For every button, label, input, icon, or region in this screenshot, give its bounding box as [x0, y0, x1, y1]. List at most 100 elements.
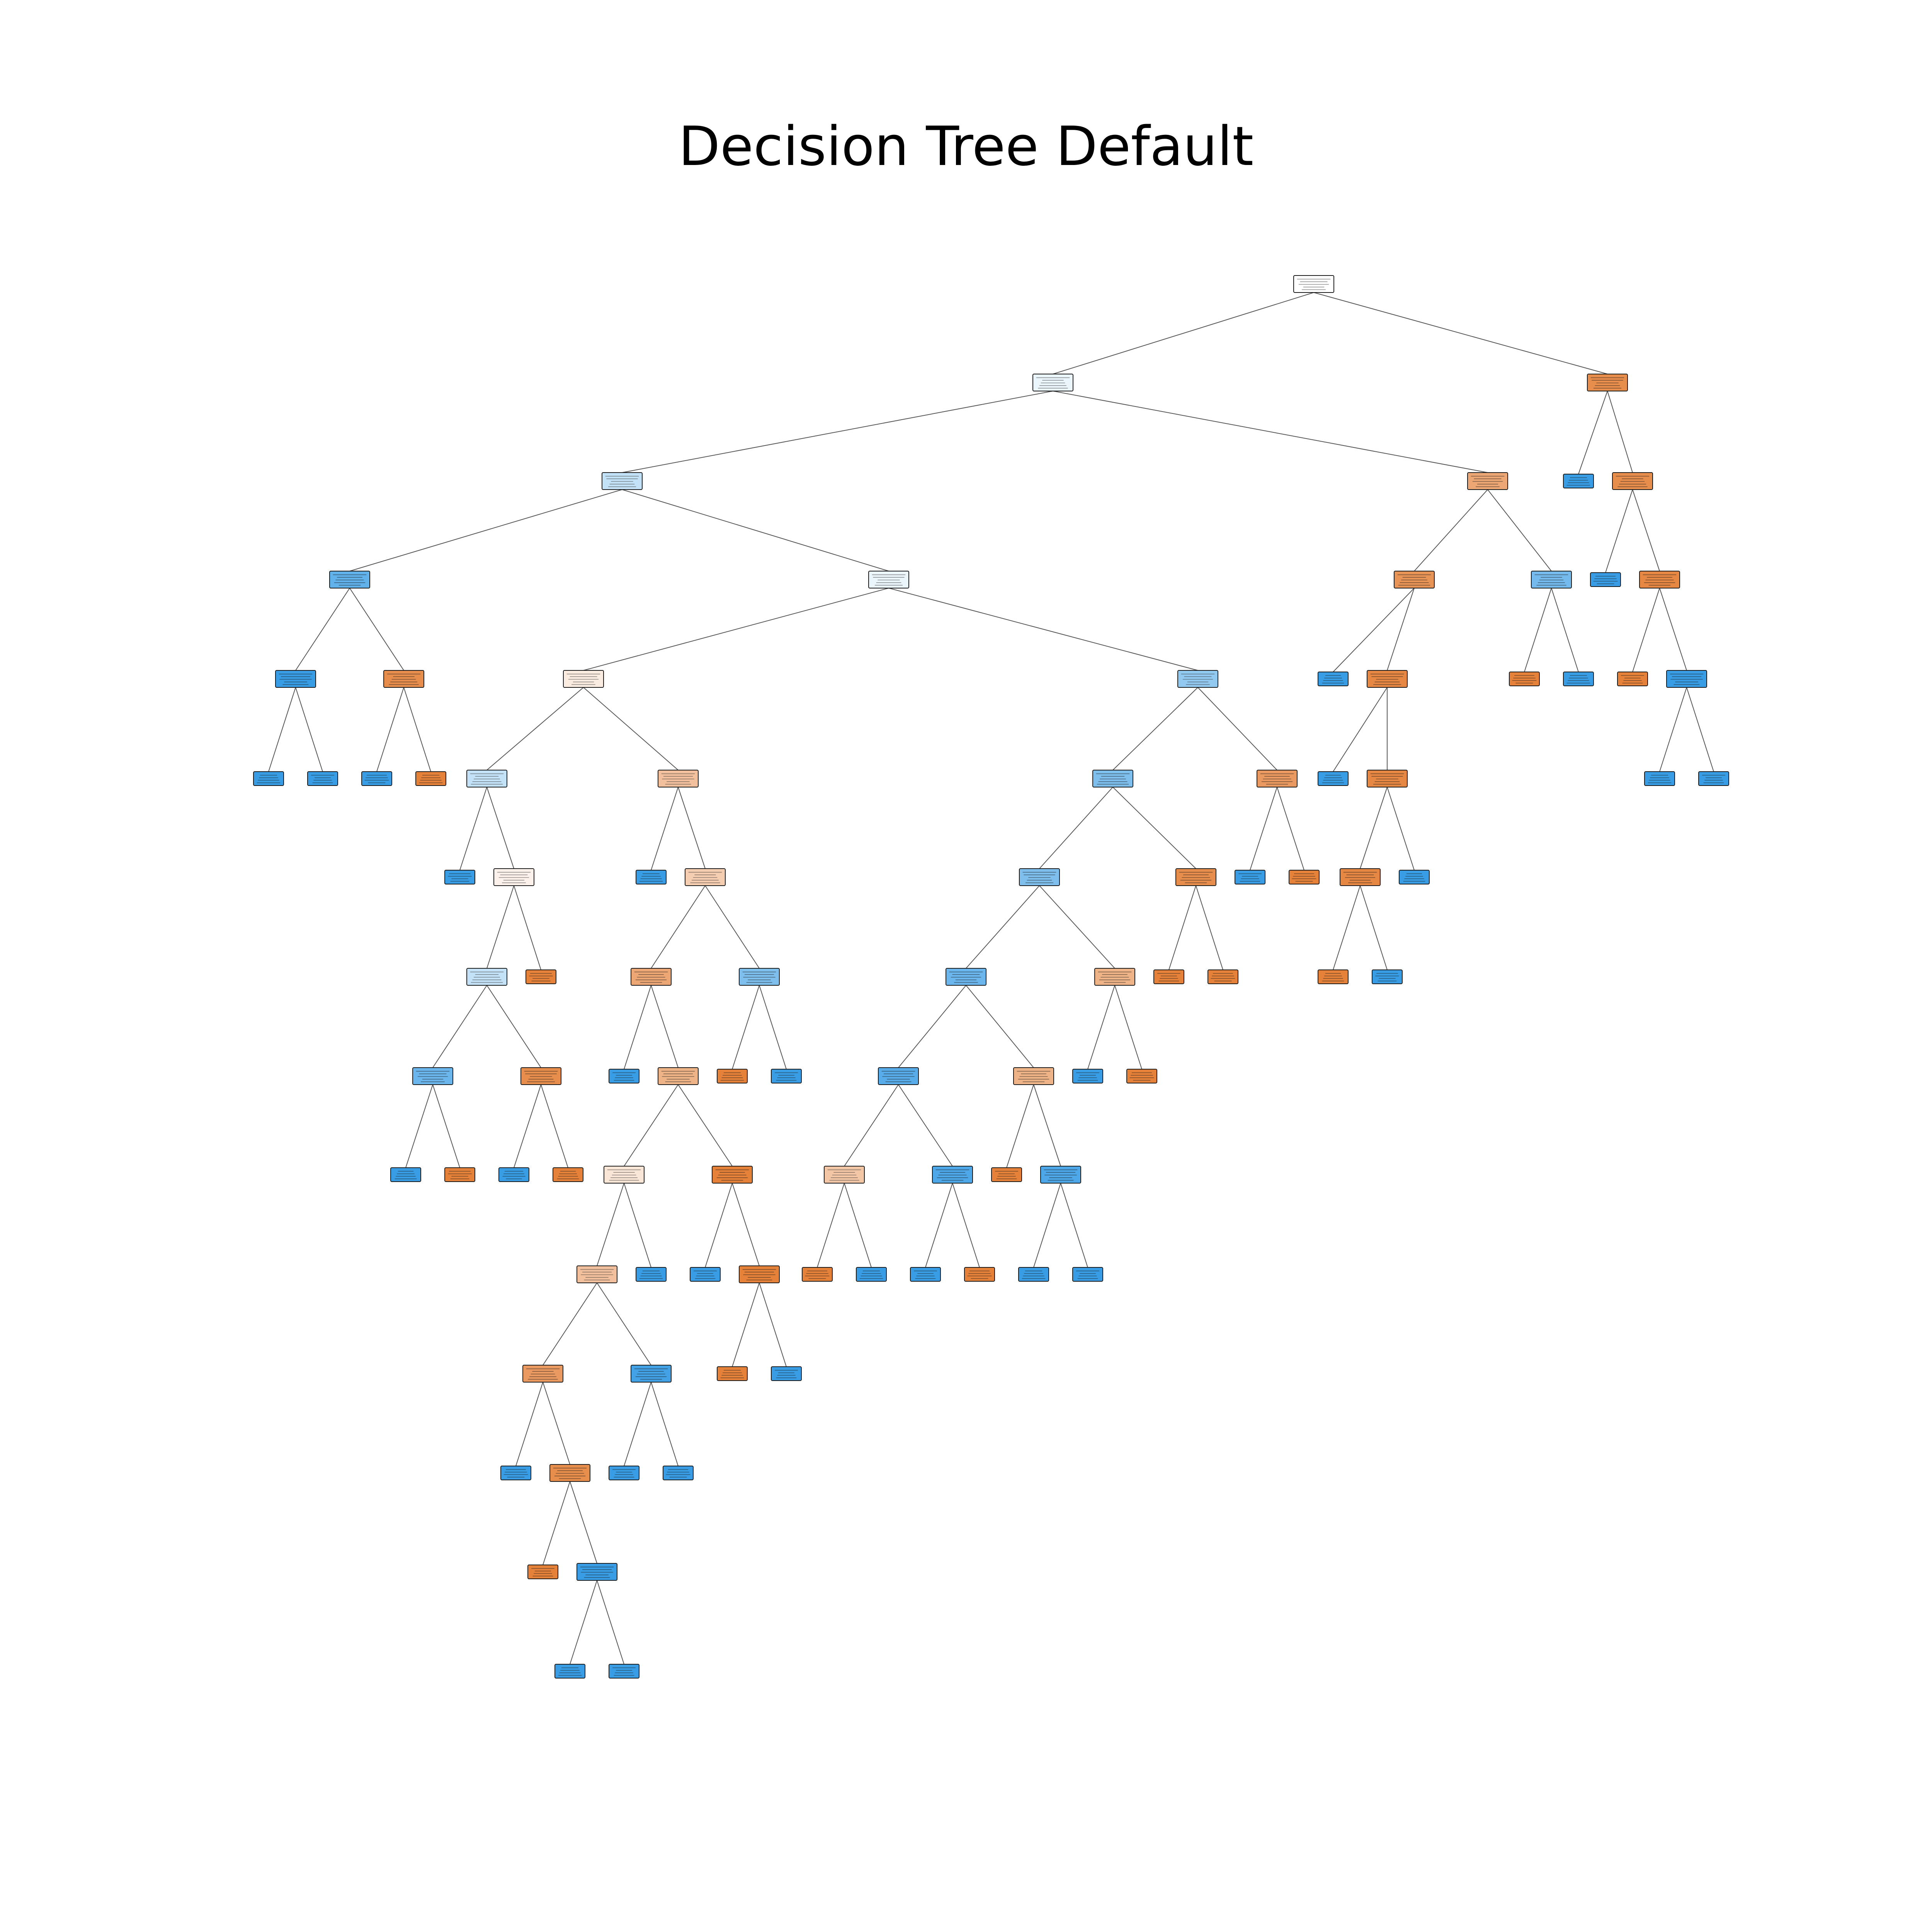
tree-leaf-node — [802, 1267, 833, 1282]
tree-edge — [403, 687, 431, 772]
tree-edge — [541, 1084, 568, 1168]
node-box — [631, 1365, 672, 1383]
node-box — [910, 1267, 941, 1282]
node-box — [553, 1167, 583, 1182]
tree-split-node — [1032, 374, 1073, 391]
node-box — [663, 1466, 694, 1480]
tree-leaf-node — [771, 1366, 802, 1381]
node-box — [1531, 571, 1572, 588]
node-box — [1177, 670, 1218, 688]
tree-leaf-node — [609, 1069, 639, 1083]
tree-leaf-node — [1072, 1267, 1103, 1282]
tree-leaf-node — [636, 1267, 667, 1282]
node-box — [1092, 770, 1133, 787]
tree-edges — [268, 292, 1714, 1665]
node-box — [685, 868, 726, 886]
node-box — [577, 1563, 617, 1581]
tree-leaf-node — [1235, 870, 1265, 884]
node-box — [991, 1167, 1022, 1182]
node-box — [609, 1069, 639, 1083]
tree-edge — [1360, 885, 1388, 970]
tree-edge — [268, 687, 296, 772]
tree-edge — [925, 1183, 953, 1268]
node-box — [878, 1067, 919, 1085]
tree-edge — [759, 985, 787, 1070]
tree-edge — [966, 985, 1034, 1068]
tree-split-node — [1612, 472, 1653, 490]
node-box — [1257, 770, 1298, 787]
tree-edge — [1607, 391, 1633, 473]
tree-leaf-node — [1208, 969, 1238, 984]
tree-edge — [1659, 687, 1687, 772]
tree-split-node — [946, 968, 986, 986]
tree-leaf-node — [415, 771, 446, 786]
tree-leaf-node — [609, 1466, 639, 1480]
tree-leaf-node — [1318, 771, 1349, 786]
tree-edge — [1632, 489, 1660, 571]
tree-edge — [1033, 1183, 1061, 1268]
node-box — [658, 1067, 699, 1085]
tree-leaf-node — [1018, 1267, 1049, 1282]
tree-edge — [1605, 489, 1633, 573]
tree-edge — [624, 1183, 651, 1268]
tree-leaf-node — [717, 1069, 748, 1083]
node-box — [466, 770, 507, 787]
tree-edge — [1659, 588, 1687, 671]
tree-leaf-node — [1153, 969, 1184, 984]
node-box — [1318, 771, 1349, 786]
tree-split-node — [1094, 968, 1135, 986]
tree-edge — [1686, 687, 1714, 772]
tree-edge — [651, 787, 679, 871]
tree-split-node — [1175, 868, 1216, 886]
node-box — [1639, 571, 1680, 588]
tree-edge — [624, 985, 651, 1070]
tree-split-node — [412, 1067, 453, 1085]
node-box — [604, 1166, 645, 1184]
tree-edge — [1632, 588, 1660, 672]
tree-leaf-node — [1698, 771, 1729, 786]
node-box — [609, 1664, 639, 1679]
node-box — [712, 1166, 753, 1184]
tree-edge — [597, 1282, 651, 1366]
tree-edge — [459, 787, 487, 871]
node-box — [361, 771, 392, 786]
tree-leaf-node — [1289, 870, 1320, 884]
tree-edge — [432, 985, 487, 1068]
tree-split-node — [868, 571, 909, 588]
tree-edge — [583, 588, 889, 671]
tree-split-node — [577, 1265, 617, 1283]
tree-split-node — [1340, 868, 1381, 886]
node-box — [253, 771, 284, 786]
node-box — [1340, 868, 1381, 886]
tree-edge — [844, 1084, 899, 1167]
tree-split-node — [466, 968, 507, 986]
tree-leaf-node — [964, 1267, 995, 1282]
node-box — [1590, 572, 1621, 587]
node-box — [946, 968, 986, 986]
node-box — [739, 968, 780, 986]
node-box — [466, 968, 507, 986]
tree-edge — [597, 1183, 624, 1266]
tree-split-node — [1587, 374, 1628, 391]
tree-edge — [543, 1282, 597, 1366]
tree-edge — [1524, 588, 1552, 672]
tree-edge — [1551, 588, 1579, 672]
node-box — [1698, 771, 1729, 786]
node-box — [444, 1167, 475, 1182]
tree-split-node — [522, 1365, 563, 1383]
tree-edge — [1333, 687, 1388, 772]
tree-leaf-node — [856, 1267, 887, 1282]
tree-edge — [349, 588, 404, 671]
tree-leaf-node — [498, 1167, 529, 1182]
tree-split-node — [658, 770, 699, 787]
node-box — [658, 770, 699, 787]
node-box — [307, 771, 338, 786]
node-box — [1040, 1166, 1081, 1184]
tree-split-node — [275, 670, 316, 688]
node-box — [415, 771, 446, 786]
tree-leaf-node — [1072, 1069, 1103, 1083]
node-box — [1563, 672, 1594, 686]
tree-edge — [514, 1084, 541, 1168]
node-box — [577, 1265, 617, 1283]
tree-leaf-node — [1126, 1069, 1157, 1083]
